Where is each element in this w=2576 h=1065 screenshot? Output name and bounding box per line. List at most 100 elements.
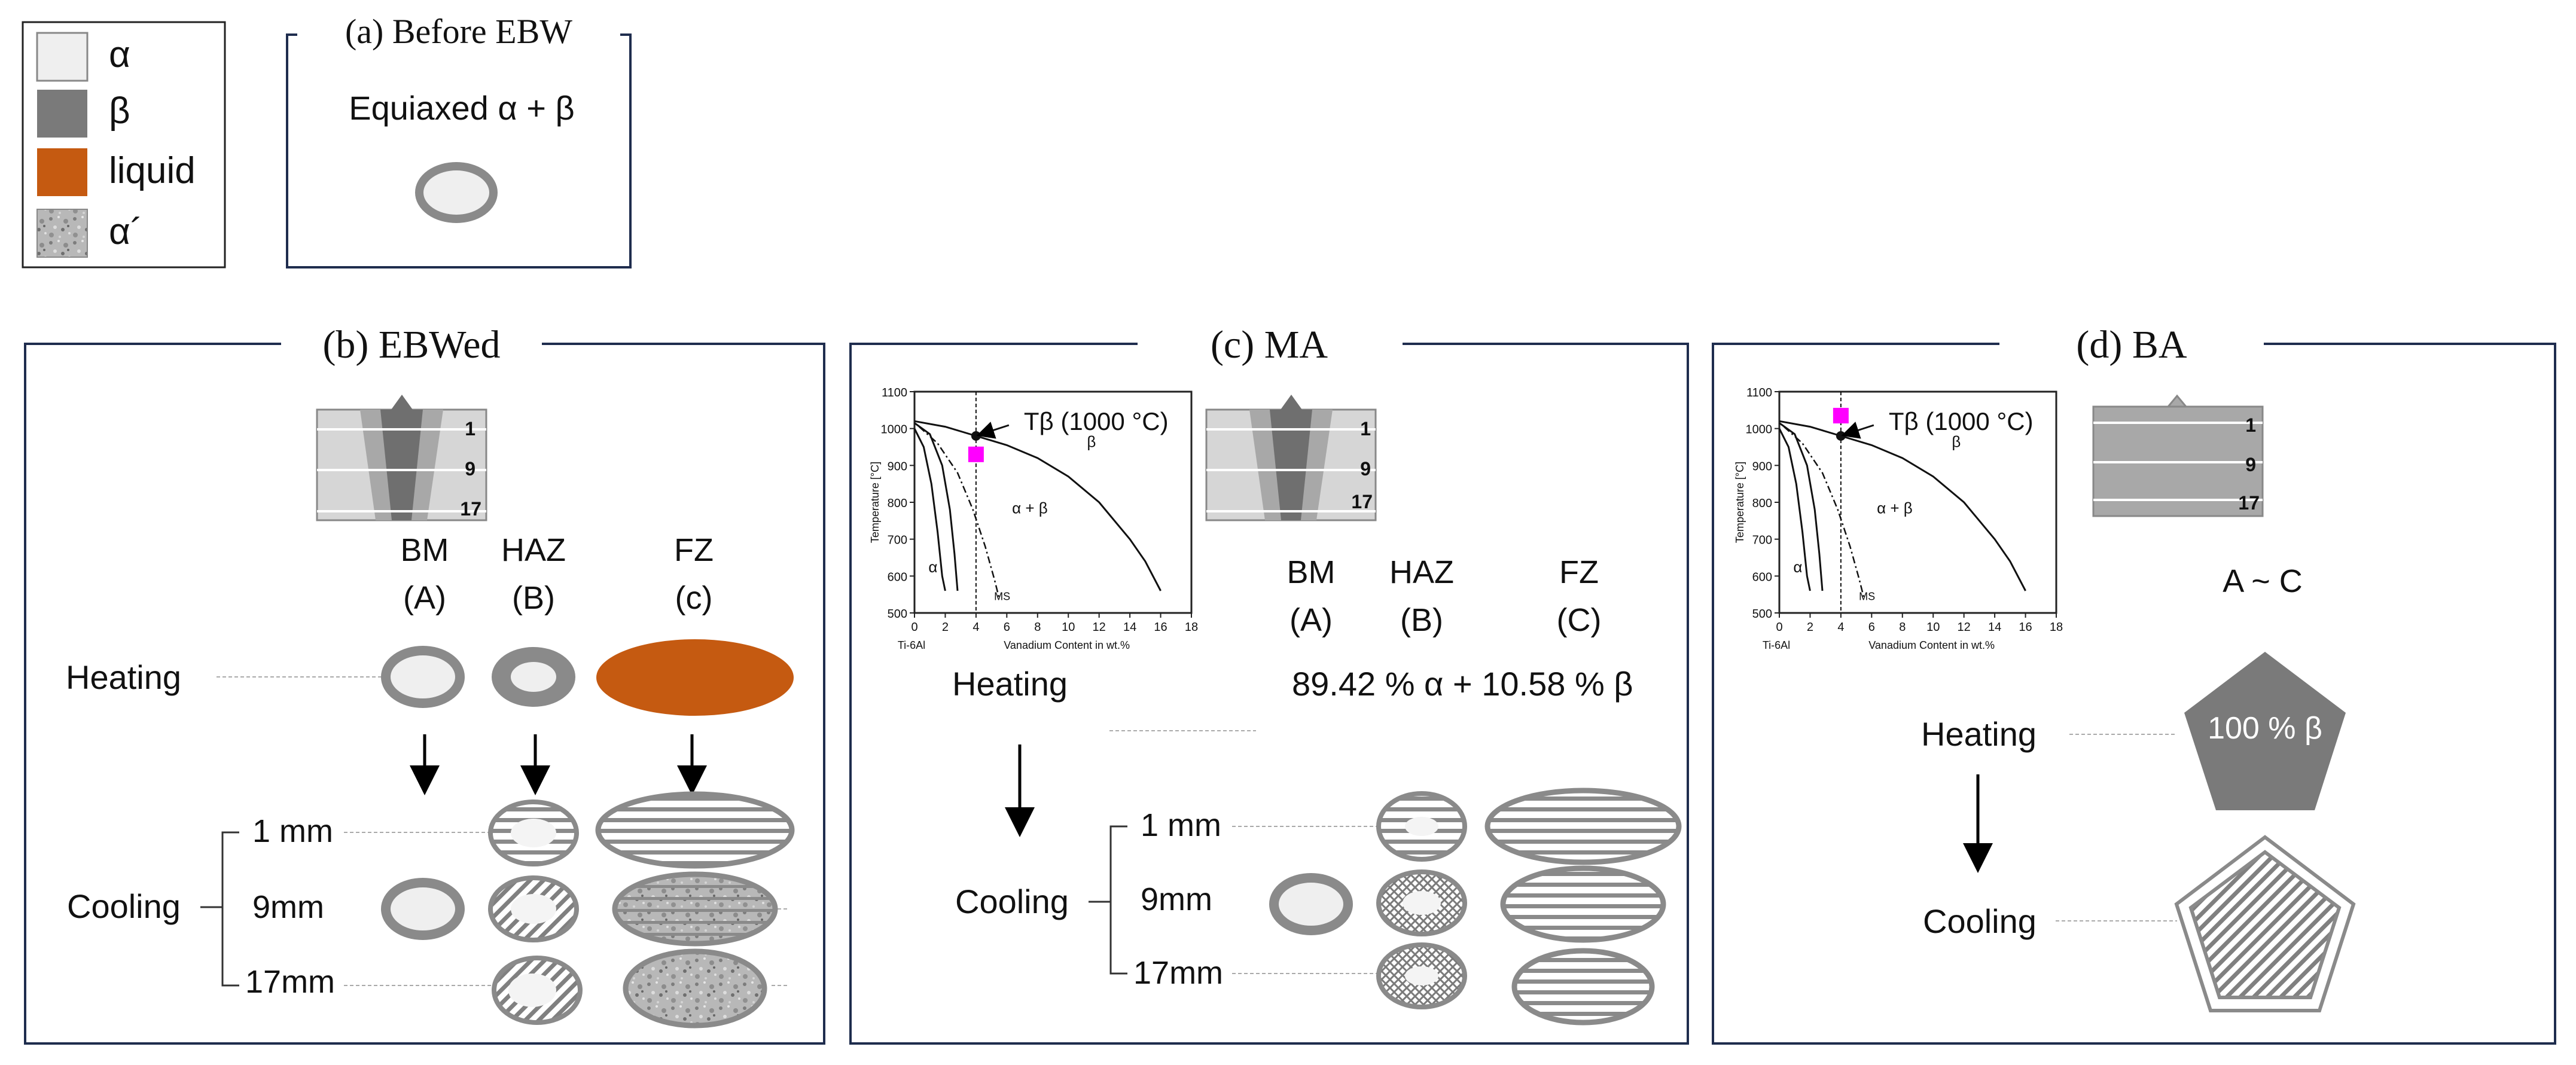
y-tick-label: 800	[1752, 497, 1772, 510]
heating-grain-bm	[381, 646, 465, 708]
panel-a-description: Equiaxed α + β	[349, 89, 574, 127]
x-tick-label: 2	[1807, 621, 1813, 634]
depth-17mm-c: 17mm	[1133, 955, 1223, 991]
x-tick-label: 14	[1123, 621, 1136, 634]
depth-17mm: 17mm	[245, 964, 335, 1000]
legend-swatch-alpha-prime	[36, 209, 88, 258]
zone-code-haz-c: (B)	[1400, 602, 1443, 638]
region-label: MS	[994, 590, 1010, 602]
panel-d-title: (d) BA	[2076, 323, 2187, 367]
x-tick-label: 2	[942, 621, 949, 634]
beta-transus-curve	[914, 420, 1162, 591]
x-tick-label: 18	[2050, 621, 2063, 634]
legend: α β liquid α´	[22, 21, 226, 268]
x-tick-label: 18	[1185, 621, 1198, 634]
y-tick-label: 700	[1752, 534, 1772, 547]
cooled-grain-fz-9mm	[612, 871, 778, 947]
legend-swatch-liquid	[37, 148, 87, 196]
depth-marker-9-d: 9	[2245, 454, 2256, 475]
beta-transus-point	[971, 431, 981, 441]
ms-line	[918, 426, 1000, 599]
x-tick-label: 8	[1899, 621, 1906, 634]
heating-label-d: Heating	[1921, 715, 2037, 753]
equiaxed-grain	[415, 162, 498, 223]
x-tick-label: 10	[1926, 621, 1940, 634]
zone-code-bm-c: (A)	[1289, 602, 1333, 638]
legend-label-liquid: liquid	[109, 150, 196, 191]
zone-code-haz: (B)	[512, 580, 555, 616]
panel-b-frame	[24, 343, 825, 1045]
region-label: β	[1087, 433, 1096, 451]
x-tick-label: 6	[1004, 621, 1010, 634]
phase-diagram-c: 1100 1000 900 800 700 600 500 0 2 4 6 8 10 12 14 16 18 Te…	[869, 386, 1198, 651]
x-axis-label: Vanadium Content in wt.%	[1868, 639, 1995, 651]
cooled-grain-fz-9mm-c	[1500, 865, 1666, 943]
zone-code-fz-c: (C)	[1557, 602, 1602, 638]
x-tick-label: 6	[1868, 621, 1875, 634]
y-tick-label: 600	[1752, 570, 1772, 584]
region-label: β	[1952, 433, 1961, 451]
zone-name-haz-c: HAZ	[1389, 554, 1454, 590]
zone-name-fz-c: FZ	[1559, 554, 1599, 590]
phase-diagram-d: 1100 1000 900 800 700 600 500 0 2 4 6 8 10 12 14 16 18 Te…	[1734, 386, 2063, 651]
x-tick-label: 12	[1093, 621, 1106, 634]
legend-frame	[22, 21, 226, 268]
zone-name-bm-c: BM	[1287, 554, 1336, 590]
region-label: α + β	[1012, 499, 1048, 517]
x-tick-label: 4	[1837, 621, 1844, 634]
depth-marker-17: 17	[460, 498, 481, 520]
y-tick-label: 500	[888, 608, 907, 621]
heat-treatment-marker	[1833, 408, 1849, 424]
zone-name-haz: HAZ	[501, 532, 566, 568]
y-tick-label: 1100	[1746, 386, 1772, 399]
depth-1mm: 1 mm	[252, 813, 333, 849]
cooled-grain-bm-c	[1269, 873, 1353, 935]
legend-label-beta: β	[109, 90, 130, 132]
y-tick-label: 1000	[1746, 423, 1773, 437]
origin-label: Ti-6Al	[898, 639, 925, 651]
cooling-label-c: Cooling	[955, 883, 1069, 920]
y-tick-label: 500	[1752, 608, 1772, 621]
legend-label-alpha-prime: α´	[109, 211, 143, 252]
y-tick-label: 800	[888, 497, 907, 510]
annotation-arrow	[976, 422, 1010, 439]
panel-d-frame	[1712, 343, 2556, 1045]
alpha-solvus-inner	[1778, 428, 1811, 591]
depth-marker-1: 1	[465, 418, 475, 440]
y-tick-label: 1100	[882, 386, 907, 399]
weld-cross-section: 1 9 17	[316, 395, 487, 521]
x-axis-label: Vanadium Content in wt.%	[1004, 639, 1130, 651]
alpha-solvus-outer	[914, 422, 959, 591]
zone-name-bm: BM	[401, 532, 449, 568]
depth-marker-1-c: 1	[1360, 418, 1371, 440]
x-tick-label: 0	[1776, 621, 1782, 634]
cooled-grain-fz-1mm-c	[1484, 788, 1682, 865]
origin-label: Ti-6Al	[1763, 639, 1790, 651]
weld-cross-section-c: 1 9 17	[1205, 395, 1377, 521]
depth-marker-17-c: 17	[1351, 491, 1373, 512]
panel-a-frame	[286, 33, 632, 268]
depth-9mm-c: 9mm	[1141, 881, 1212, 917]
heating-grain-fz-liquid	[596, 639, 794, 716]
heat-treatment-marker	[968, 446, 984, 462]
y-axis-label: Temperature [°C]	[869, 462, 881, 543]
x-tick-label: 16	[2019, 621, 2032, 634]
cooling-label-d: Cooling	[1923, 902, 2037, 940]
heating-result-d: 100 % β	[2208, 711, 2322, 746]
x-tick-label: 16	[1154, 621, 1167, 634]
annotation-arrow	[1841, 422, 1874, 439]
cooled-grain-bm	[381, 878, 465, 940]
cooling-label: Cooling	[67, 887, 181, 925]
region-label: α	[1793, 558, 1802, 576]
cooled-grain-fz-17mm-c	[1511, 948, 1655, 1026]
panel-b-title: (b) EBWed	[322, 323, 500, 367]
beta-transus-point	[1836, 431, 1846, 441]
annealed-block: 1 9 17	[2092, 394, 2264, 517]
region-label: α + β	[1877, 499, 1913, 517]
depth-marker-9: 9	[465, 458, 475, 480]
region-label: MS	[1859, 590, 1875, 602]
y-axis-label: Temperature [°C]	[1734, 462, 1746, 543]
